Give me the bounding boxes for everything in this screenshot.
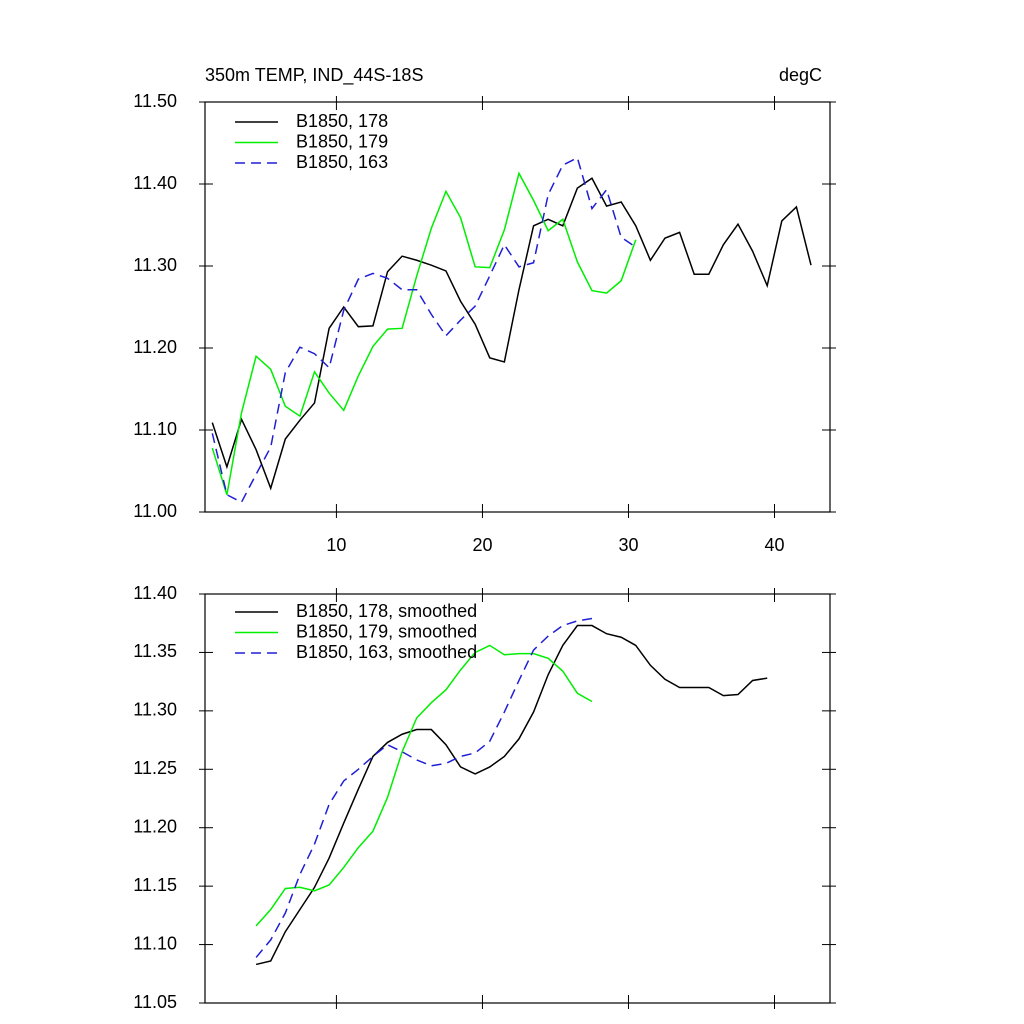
legend-label: B1850, 163, smoothed: [296, 642, 477, 662]
series-line: [255, 644, 593, 927]
y-tick-label: 11.40: [133, 583, 177, 603]
plot-frame: [204, 593, 831, 1004]
plot-frame: [204, 101, 831, 513]
y-tick-label: 11.15: [133, 875, 177, 895]
series-line: [255, 624, 768, 966]
chart-title: 350m TEMP, IND_44S-18S: [205, 65, 423, 86]
series-line: [255, 617, 593, 958]
series-line: [211, 171, 637, 496]
x-tick-label: 10: [326, 535, 346, 555]
legend-label: B1850, 179, smoothed: [296, 621, 477, 641]
y-tick-label: 11.35: [133, 641, 177, 661]
y-tick-label: 11.10: [133, 419, 177, 439]
y-tick-label: 11.30: [133, 700, 177, 720]
y-tick-label: 11.40: [133, 173, 177, 193]
y-tick-label: 11.20: [133, 816, 177, 836]
y-tick-label: 11.05: [133, 992, 177, 1012]
legend-label: B1850, 179: [296, 131, 388, 151]
legend-label: B1850, 178: [296, 111, 388, 131]
legend-label: B1850, 178, smoothed: [296, 601, 477, 621]
y-tick-label: 11.20: [133, 337, 177, 357]
x-tick-label: 40: [764, 535, 784, 555]
y-tick-label: 11.10: [133, 933, 177, 953]
y-tick-label: 11.00: [133, 501, 177, 521]
y-tick-label: 11.25: [133, 758, 177, 778]
x-tick-label: 30: [618, 535, 638, 555]
x-tick-label: 20: [472, 535, 492, 555]
series-line: [211, 177, 812, 491]
y-tick-label: 11.30: [133, 255, 177, 275]
series-line: [211, 156, 637, 504]
legend-label: B1850, 163: [296, 152, 388, 172]
y-tick-label: 11.50: [133, 91, 177, 111]
units-label: degC: [779, 65, 822, 85]
